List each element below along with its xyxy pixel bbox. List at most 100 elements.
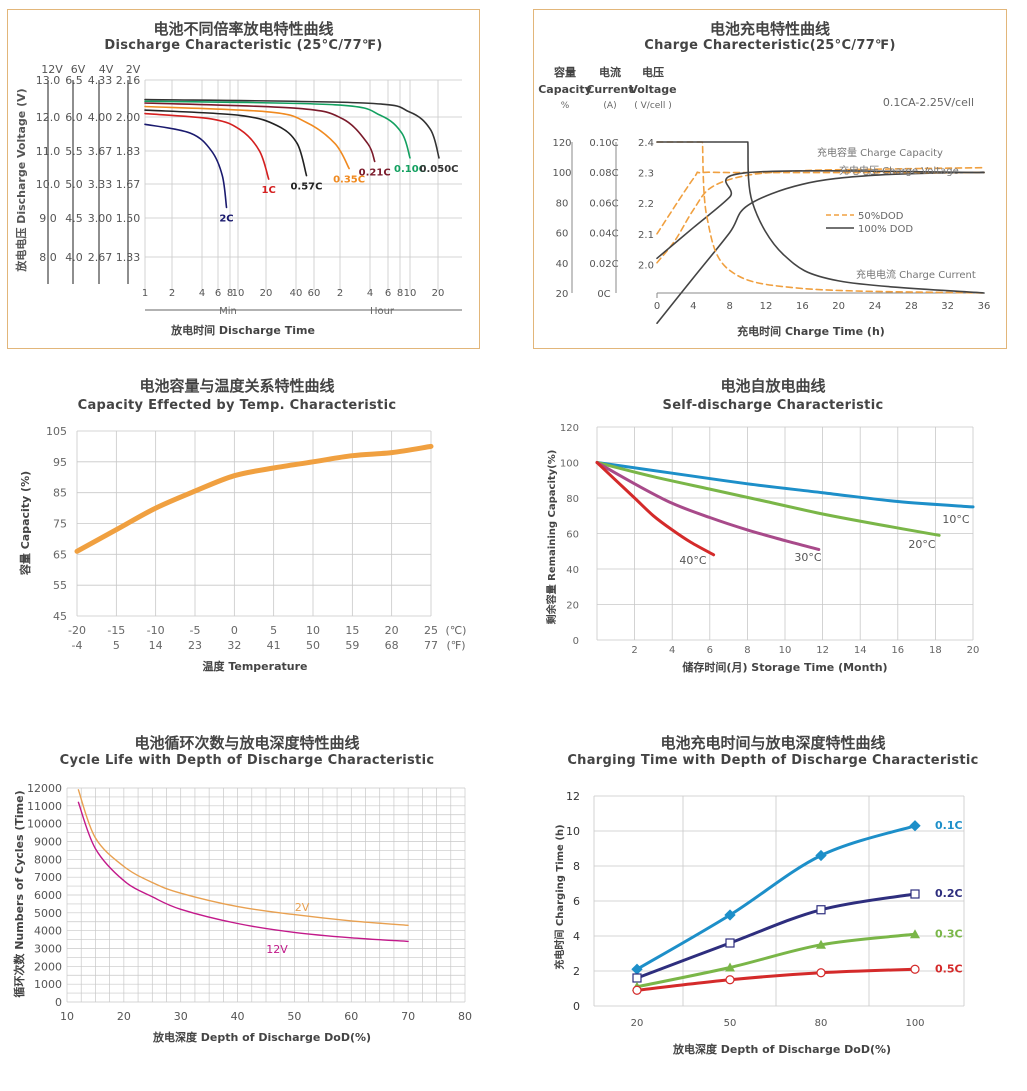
self-y-tick: 60 xyxy=(566,530,579,541)
discharge-title-cn: 电池不同倍率放电特性曲线 xyxy=(153,20,334,38)
charge-x-tick: 32 xyxy=(941,301,954,312)
discharge-hour-label: Hour xyxy=(370,306,395,317)
discharge-volt-header: 6V xyxy=(71,63,86,76)
temp-x-tick-f: 32 xyxy=(227,639,241,652)
discharge-x-tick: 6 xyxy=(215,288,221,299)
discharge-x-tick: 2 xyxy=(337,288,343,299)
temp-x-tick-f: 77 xyxy=(424,639,438,652)
charge-legend-100: 100% DOD xyxy=(858,224,913,235)
discharge-volt-tick: 5.5 xyxy=(65,145,83,158)
chgtime-x-tick: 100 xyxy=(905,1018,924,1029)
self-x-tick: 4 xyxy=(669,645,675,656)
discharge-x-tick: 8 xyxy=(227,288,233,299)
discharge-curve xyxy=(144,105,350,170)
discharge-volt-tick: 2.16 xyxy=(116,74,141,87)
temp-ylabel: 容量 Capacity (%) xyxy=(18,471,32,576)
self-x-tick: 6 xyxy=(707,645,713,656)
discharge-x-tick: 40 xyxy=(290,288,303,299)
discharge-x-tick: 20 xyxy=(260,288,273,299)
charge-col-header: 电压 xyxy=(642,65,664,79)
cycle-xlabel: 放电深度 Depth of Discharge DoD(%) xyxy=(152,1030,371,1044)
charge-capacity-tick: 120 xyxy=(552,138,571,149)
charge-title-en: Charge Charecteristic(25°C/77℉) xyxy=(644,38,896,53)
discharge-xlabel: 放电时间 Discharge Time xyxy=(170,323,315,337)
self-y-tick: 80 xyxy=(566,494,579,505)
charge-col-header: (A) xyxy=(603,101,616,111)
temp-curve xyxy=(74,443,434,554)
self-x-tick: 8 xyxy=(744,645,750,656)
self-y-tick: 40 xyxy=(566,565,579,576)
chgtime-marker-circle xyxy=(632,985,642,995)
discharge-x-tick: 20 xyxy=(432,288,445,299)
charge-capacity-tick: 80 xyxy=(556,198,569,209)
cycle-x-tick: 60 xyxy=(344,1010,358,1023)
self-series-label: 20°C xyxy=(908,538,935,551)
temp-chart: 45 55 65 75 85 95 105 -20 -15 -10 -5 0 5 10 15 20 25 -4 5 1… xyxy=(18,425,466,673)
charge-col-header: % xyxy=(561,101,570,111)
charge-chart: 容量 Capacity% 电流 Current (A) 电压 Voltage ( V/cell… xyxy=(538,65,990,338)
discharge-x-tick: 2 xyxy=(169,288,175,299)
discharge-volt-tick: 3.67 xyxy=(88,145,113,158)
discharge-volt-tick: 5.0 xyxy=(65,178,83,191)
charge-curve-label-capacity: 充电容量 Charge Capacity xyxy=(817,146,943,159)
self-x-tick: 16 xyxy=(891,645,904,656)
self-xlabel: 储存时间(月) Storage Time (Month) xyxy=(682,660,887,674)
chgtime-series-label: 0.1C xyxy=(935,819,963,832)
temp-y-tick: 105 xyxy=(46,425,67,438)
self-series-label: 30°C xyxy=(794,551,821,564)
charge-voltage-tick: 2.3 xyxy=(638,169,654,180)
charge-panel: 电池充电特性曲线 Charge Charecteristic(25°C/77℉)… xyxy=(533,9,1007,349)
discharge-volt-tick: 1.50 xyxy=(116,212,141,225)
temp-x-tick-f: 23 xyxy=(188,639,202,652)
discharge-x-tick: 60 xyxy=(308,288,321,299)
discharge-volt-tick: 1.33 xyxy=(116,251,141,264)
chgtime-title-en: Charging Time with Depth of Discharge Ch… xyxy=(567,753,979,768)
charge-voltage-tick: 2.2 xyxy=(638,199,654,210)
charge-current-tick: 0.06C xyxy=(589,198,618,209)
cycle-y-tick: 8000 xyxy=(34,853,62,866)
cycle-x-tick: 40 xyxy=(231,1010,245,1023)
charge-capacity-tick: 40 xyxy=(556,259,569,270)
cycle-chart: 10 20 30 40 50 60 70 80 0 1000 2000 3000 4000 5000 600… xyxy=(12,782,472,1044)
temp-x-tick-f: 50 xyxy=(306,639,320,652)
charge-x-tick: 12 xyxy=(760,301,773,312)
charge-col-header: Capacity xyxy=(538,83,592,96)
charge-voltage-tick: 2.4 xyxy=(638,138,654,149)
charge-col-header: 电流 xyxy=(599,65,621,79)
charge-current-tick: 0.04C xyxy=(589,229,618,240)
discharge-curve xyxy=(144,100,411,159)
chgtime-y-tick: 8 xyxy=(573,860,580,873)
discharge-rate-label: 1C xyxy=(262,185,276,196)
self-x-tick: 14 xyxy=(854,645,867,656)
charge-x-tick: 28 xyxy=(905,301,918,312)
temp-x-tick-c: -5 xyxy=(190,624,201,637)
discharge-x-tick: 6 xyxy=(385,288,391,299)
self-title-en: Self-discharge Characteristic xyxy=(662,398,884,413)
temp-title-cn: 电池容量与温度关系特性曲线 xyxy=(139,377,335,395)
discharge-min-label: Min xyxy=(219,306,237,317)
discharge-ylabel: 放电电压 Discharge Voltage (V) xyxy=(14,88,28,272)
discharge-volt-tick: 6.5 xyxy=(65,74,83,87)
chgtime-panel: 电池充电时间与放电深度特性曲线 Charging Time with Depth… xyxy=(533,722,1013,1082)
cycle-curve xyxy=(77,789,409,926)
chgtime-marker-diamond xyxy=(724,909,736,921)
self-panel: 电池自放电曲线 Self-discharge Characteristic 2 4… xyxy=(533,365,1013,685)
self-curve xyxy=(595,461,716,557)
charge-curve xyxy=(656,166,985,264)
chgtime-series-label: 0.3C xyxy=(935,927,963,940)
temp-x-tick-f: 41 xyxy=(267,639,281,652)
temp-y-tick: 95 xyxy=(53,456,67,469)
discharge-x-tick: 1 xyxy=(142,288,148,299)
cycle-x-tick: 20 xyxy=(117,1010,131,1023)
charge-x-tick: 4 xyxy=(690,301,696,312)
temp-x-tick-c: -20 xyxy=(68,624,86,637)
cycle-y-tick: 1000 xyxy=(34,978,62,991)
temp-x-tick-f: 14 xyxy=(149,639,163,652)
discharge-rate-label: 0.57C xyxy=(290,182,322,193)
charge-x-tick: 24 xyxy=(869,301,882,312)
self-y-tick: 0 xyxy=(573,636,579,647)
discharge-curve xyxy=(144,102,376,163)
chgtime-marker-square xyxy=(816,905,826,915)
chgtime-y-tick: 10 xyxy=(566,825,580,838)
chgtime-marker-square xyxy=(632,973,642,983)
